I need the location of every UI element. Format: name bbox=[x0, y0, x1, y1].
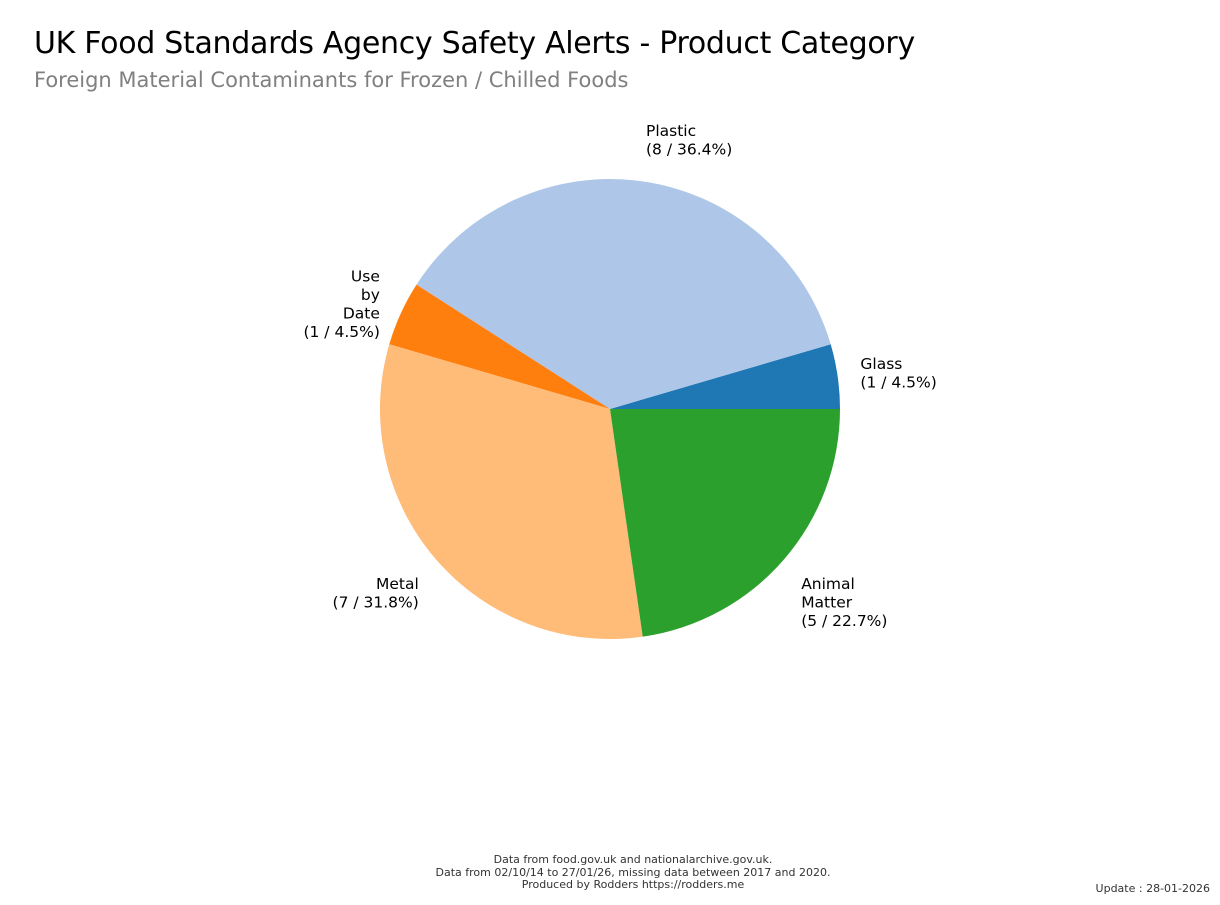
footer-line: Data from 02/10/14 to 27/01/26, missing … bbox=[435, 865, 831, 879]
slice-value-label: (1 / 4.5%) bbox=[303, 323, 379, 341]
slice-label-line: Use bbox=[351, 267, 380, 285]
footer-line: Data from food.gov.uk and nationalarchiv… bbox=[493, 853, 773, 866]
slice-value-label: (7 / 31.8%) bbox=[333, 594, 419, 612]
footer-notes: Data from food.gov.uk and nationalarchiv… bbox=[0, 853, 1220, 892]
slice-label-metal: Metal (7 / 31.8%) bbox=[333, 575, 419, 612]
slice-label-plastic: Plastic (8 / 36.4%) bbox=[646, 122, 732, 159]
update-note: Update : 28-01-2026 bbox=[1095, 882, 1210, 895]
slice-label-line: Date bbox=[343, 304, 380, 322]
pie-slice-metal bbox=[380, 344, 643, 640]
slice-label-line: Animal bbox=[801, 575, 855, 593]
slice-label-line: Matter bbox=[801, 594, 853, 612]
chart-subtitle: Foreign Material Contaminants for Frozen… bbox=[34, 68, 629, 92]
pie-slice-animal-matter bbox=[610, 409, 840, 637]
slice-value-label: (8 / 36.4%) bbox=[646, 141, 732, 159]
slice-label-animal-matter: Animal Matter (5 / 22.7%) bbox=[801, 575, 887, 630]
slice-label-line: by bbox=[361, 286, 380, 304]
slice-label-glass: Glass (1 / 4.5%) bbox=[860, 355, 936, 392]
chart-title: UK Food Standards Agency Safety Alerts -… bbox=[34, 26, 915, 61]
slice-value-label: (5 / 22.7%) bbox=[801, 612, 887, 630]
pie-slice-plastic bbox=[416, 178, 831, 409]
slice-value-label: (1 / 4.5%) bbox=[860, 374, 936, 392]
pie-slice-use-by-date bbox=[389, 284, 610, 409]
pie-labels: Glass (1 / 4.5%)Plastic (8 / 36.4%)Use by Da… bbox=[303, 122, 936, 630]
footer-line: Produced by Rodders https://rodders.me bbox=[521, 878, 745, 891]
slice-label-line: Metal bbox=[376, 575, 419, 593]
slice-label-line: Glass bbox=[860, 355, 902, 373]
slice-label-line: Plastic bbox=[646, 122, 696, 140]
pie-slices bbox=[380, 178, 840, 640]
pie-slice-glass bbox=[610, 344, 840, 409]
slice-label-use-by-date: Use by Date (1 / 4.5%) bbox=[303, 267, 379, 341]
